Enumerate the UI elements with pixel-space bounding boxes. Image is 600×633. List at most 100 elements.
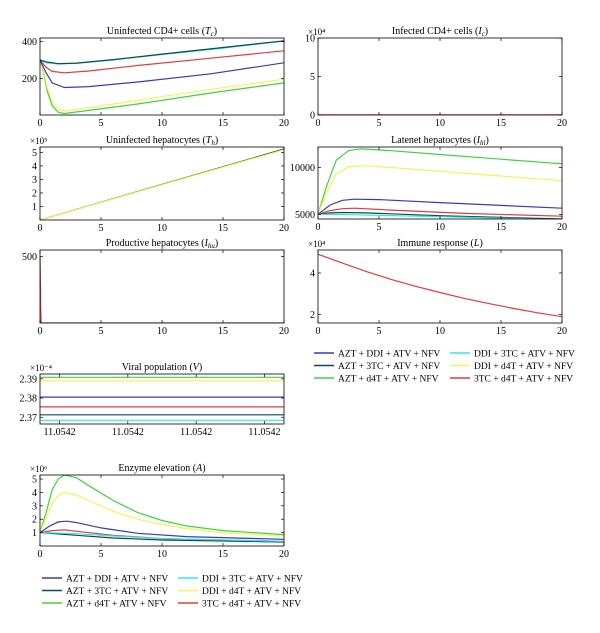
legend-top: AZT + DDI + ATV + NFV AZT + 3TC + ATV + N…	[310, 345, 580, 390]
x-tick-label: 5	[99, 549, 104, 560]
x-tick-label: 0	[316, 222, 321, 233]
chart-title-ic: Infected CD4+ cells (Ic)	[392, 26, 488, 38]
series-line-hl-4	[318, 211, 562, 219]
x-tick-label: 5	[99, 118, 104, 129]
series-line-tc-3	[40, 50, 284, 74]
y-tick-label: 5	[32, 148, 37, 159]
x-tick-label: 5	[99, 223, 104, 234]
chart-hu: 0 5 10 15 20 500 Productive hepatocytes (Ihu)	[22, 238, 289, 337]
legend-label: DDI + 3TC + ATV + NFV	[202, 575, 303, 585]
y-tick-label: 2	[32, 515, 37, 526]
legend-label: DDI + d4T + ATV + NFV	[202, 587, 301, 597]
plot-frame	[39, 373, 285, 425]
y-tick-label: 4	[32, 488, 37, 499]
x-tick-label: 20	[279, 549, 289, 560]
legend-label: AZT + d4T + ATV + NFV	[66, 600, 167, 610]
x-tick-label: 0	[38, 223, 43, 234]
x-tick-label: 0	[316, 118, 321, 129]
axis-multiplier: ×10⁵	[30, 136, 47, 146]
chart-title-vir: Viral population (V)	[122, 362, 203, 373]
y-tick-label: 2.38	[20, 394, 38, 405]
plot-frame	[317, 249, 563, 324]
x-tick-label: 15	[496, 222, 506, 233]
x-tick-label: 10	[435, 118, 445, 129]
series-line-hl-5	[318, 213, 558, 219]
y-tick-label: 4	[32, 161, 37, 172]
plot-frame	[39, 37, 285, 116]
chart-title-hl: Latenet hepatocytes (Ihl)	[391, 135, 489, 147]
y-tick-label: 3	[32, 175, 37, 186]
series-line-hu-0	[40, 256, 284, 323]
chart-hl: 0 5 10 15 20 5000 10000 Latenet hepatocytes (Ih…	[290, 135, 567, 233]
chart-th: 0 5 10 15 20 1 2 3 4 5 ×10⁵ Uninfected hepatocytes …	[30, 135, 289, 234]
chart-vir: 11.0542 11.0542 11.0542 11.0542 2.37 2.38 2.39…	[20, 362, 285, 438]
x-tick-label: 11.0542	[248, 427, 280, 438]
x-tick-label: 20	[557, 118, 567, 129]
x-tick-label: 20	[279, 118, 289, 129]
plot-frame	[317, 37, 563, 116]
x-tick-label: 11.0542	[43, 427, 75, 438]
y-tick-label: 1	[32, 528, 37, 539]
chart-title-tc: Uninfected CD4+ cells (Tc)	[107, 26, 217, 38]
x-tick-label: 0	[38, 326, 43, 337]
x-tick-label: 15	[218, 223, 228, 234]
x-tick-label: 5	[99, 326, 104, 337]
y-tick-label: 3	[32, 501, 37, 512]
x-tick-label: 15	[218, 118, 228, 129]
x-tick-label: 11.0542	[112, 427, 144, 438]
series-line-hl-2	[318, 198, 562, 215]
x-tick-label: 20	[279, 223, 289, 234]
y-tick-label: 200	[22, 74, 37, 85]
x-tick-label: 10	[435, 326, 445, 337]
axis-multiplier: ×10⁻⁴	[30, 363, 52, 373]
legend-label: AZT + 3TC + ATV + NFV	[66, 587, 168, 597]
y-tick-label: 5	[310, 72, 315, 83]
chart-title-imm: Immune response (L)	[397, 238, 483, 249]
x-tick-label: 0	[316, 326, 321, 337]
y-tick-label: 2.37	[20, 413, 38, 424]
x-tick-label: 20	[279, 326, 289, 337]
chart-title-th: Uninfected hepatocytes (Th)	[106, 135, 218, 147]
legend-label: AZT + DDI + ATV + NFV	[66, 575, 168, 585]
y-tick-label: 2	[310, 310, 315, 321]
axis-multiplier: ×10⁴	[308, 27, 325, 37]
x-tick-label: 10	[157, 326, 167, 337]
x-tick-label: 5	[377, 118, 382, 129]
y-tick-label: 2.39	[20, 374, 38, 385]
y-tick-label: 10	[305, 34, 315, 45]
legend-bottom: AZT + DDI + ATV + NFV AZT + 3TC + ATV + N…	[38, 570, 308, 615]
y-tick-label: 10000	[290, 163, 315, 174]
y-tick-label: 400	[22, 37, 37, 48]
legend-label: DDI + 3TC + ATV + NFV	[474, 350, 575, 360]
x-tick-label: 10	[157, 549, 167, 560]
series-line-hl-3	[318, 207, 562, 217]
x-tick-label: 10	[157, 223, 167, 234]
axis-multiplier: ×10⁶	[30, 464, 47, 474]
axis-multiplier: ×10⁴	[308, 239, 325, 249]
chart-title-enz: Enzyme elevation (A)	[118, 463, 205, 474]
series-line-tc-5	[40, 40, 284, 65]
series-line-enz-5	[40, 532, 284, 542]
x-tick-label: 15	[496, 118, 506, 129]
y-tick-label: 4	[310, 268, 315, 279]
x-tick-label: 15	[218, 326, 228, 337]
y-tick-label: 500	[22, 252, 37, 263]
x-tick-label: 10	[157, 118, 167, 129]
x-tick-label: 15	[496, 326, 506, 337]
x-tick-label: 0	[38, 549, 43, 560]
chart-title-hu: Productive hepatocytes (Ihu)	[106, 238, 219, 250]
plot-frame	[39, 249, 285, 324]
y-tick-label: 1	[32, 202, 37, 213]
legend-label: AZT + 3TC + ATV + NFV	[338, 362, 440, 372]
legend-label: DDI + d4T + ATV + NFV	[474, 362, 573, 372]
series-line-tc-2	[40, 59, 284, 112]
x-tick-label: 5	[377, 326, 382, 337]
x-tick-label: 20	[557, 222, 567, 233]
series-line-imm-0	[318, 253, 562, 318]
legend-label: 3TC + d4T + ATV + NFV	[474, 375, 573, 385]
chart-tc: 0 5 10 15 20 200 400 Uninfected CD4+ cells (Tc)	[22, 26, 289, 129]
y-tick-label: 0	[310, 111, 315, 122]
